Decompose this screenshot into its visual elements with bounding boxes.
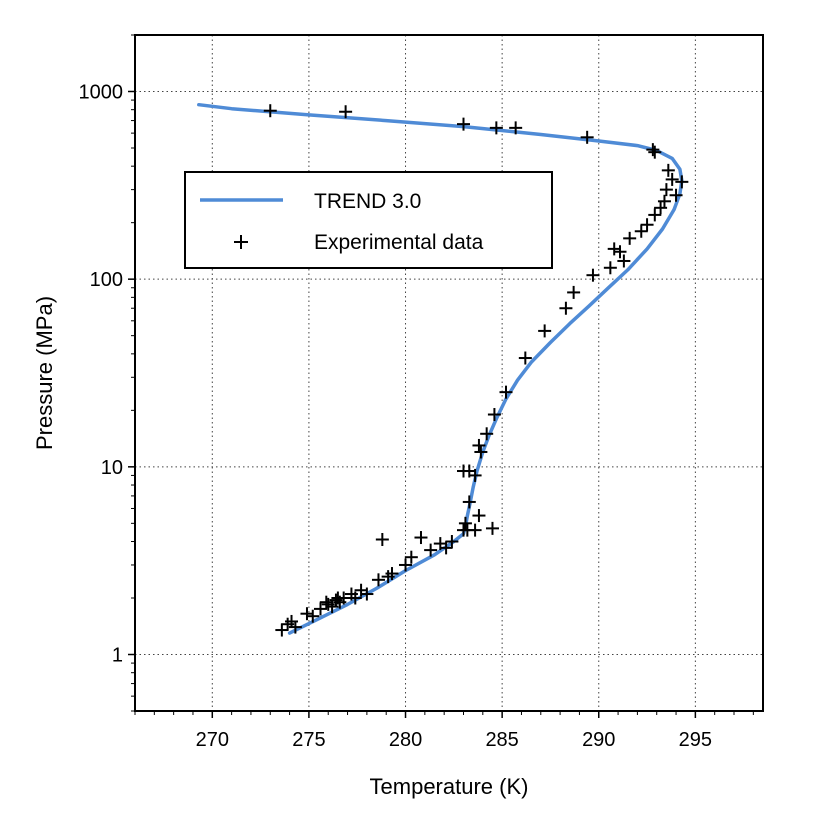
- data-point: [462, 495, 476, 509]
- data-point: [659, 183, 673, 197]
- data-point: [472, 438, 486, 452]
- plot-area: [197, 102, 689, 637]
- y-tick-label: 1: [112, 645, 123, 667]
- axes: 270 275 280 285 290 295 1 10 100 1000: [79, 34, 754, 751]
- data-point: [456, 464, 470, 478]
- data-point: [456, 117, 470, 131]
- data-point: [559, 301, 573, 315]
- data-point: [414, 531, 428, 545]
- data-point: [665, 172, 679, 186]
- data-point: [263, 104, 277, 118]
- data-point: [654, 201, 668, 215]
- data-point: [468, 523, 482, 537]
- x-tick-label: 295: [679, 729, 712, 751]
- data-point: [669, 188, 683, 202]
- y-tick-label: 10: [101, 457, 123, 479]
- data-point: [538, 324, 552, 338]
- data-point: [480, 427, 494, 441]
- x-axis-label: Temperature (K): [370, 774, 529, 799]
- data-point: [439, 541, 453, 555]
- legend-label-trend: TREND 3.0: [314, 190, 421, 213]
- data-point: [623, 231, 637, 245]
- data-point: [603, 261, 617, 275]
- data-point: [567, 285, 581, 299]
- data-point: [399, 558, 413, 572]
- data-point: [331, 591, 345, 605]
- data-point: [404, 550, 418, 564]
- data-point: [474, 445, 488, 459]
- data-point: [314, 602, 328, 616]
- data-point: [648, 208, 662, 222]
- data-point: [275, 623, 289, 637]
- data-point: [281, 617, 295, 631]
- legend-marker-swatch: [234, 235, 248, 249]
- y-axis-label: Pressure (MPa): [32, 296, 57, 450]
- legend: TREND 3.0 Experimental data: [184, 171, 553, 269]
- data-point: [300, 607, 314, 621]
- x-tick-label: 270: [196, 729, 229, 751]
- data-point: [288, 620, 302, 634]
- legend-label-experimental: Experimental data: [314, 231, 484, 254]
- data-point: [489, 121, 503, 135]
- legend-box: [184, 171, 553, 269]
- x-tick-label: 290: [582, 729, 615, 751]
- x-tick-label: 280: [389, 729, 422, 751]
- trend-curve: [197, 102, 684, 635]
- data-point: [348, 591, 362, 605]
- data-point: [472, 509, 486, 523]
- data-point: [586, 268, 600, 282]
- data-point: [607, 242, 621, 256]
- data-point: [381, 570, 395, 584]
- data-point: [640, 218, 654, 232]
- data-point: [339, 105, 353, 119]
- data-point: [487, 408, 501, 422]
- y-tick-label: 1000: [79, 81, 124, 103]
- data-point: [617, 254, 631, 268]
- data-point: [458, 516, 472, 530]
- data-point: [371, 573, 385, 587]
- data-point: [509, 121, 523, 135]
- x-tick-label: 275: [292, 729, 325, 751]
- data-point: [445, 535, 459, 549]
- data-point: [580, 130, 594, 144]
- data-point: [613, 245, 627, 259]
- data-point: [661, 163, 675, 177]
- data-point: [634, 224, 648, 238]
- data-point: [485, 521, 499, 535]
- data-point: [648, 145, 662, 159]
- y-tick-label: 100: [90, 269, 123, 291]
- data-point: [499, 385, 513, 399]
- data-point: [306, 609, 320, 623]
- data-point: [675, 175, 689, 189]
- plot-frame: [134, 34, 764, 712]
- data-point: [354, 583, 368, 597]
- data-point: [646, 143, 660, 157]
- data-point: [375, 533, 389, 547]
- data-point: [319, 595, 333, 609]
- data-point: [657, 194, 671, 208]
- x-tick-label: 285: [485, 729, 518, 751]
- grid: [135, 35, 763, 711]
- data-point: [424, 543, 438, 557]
- data-point: [518, 351, 532, 365]
